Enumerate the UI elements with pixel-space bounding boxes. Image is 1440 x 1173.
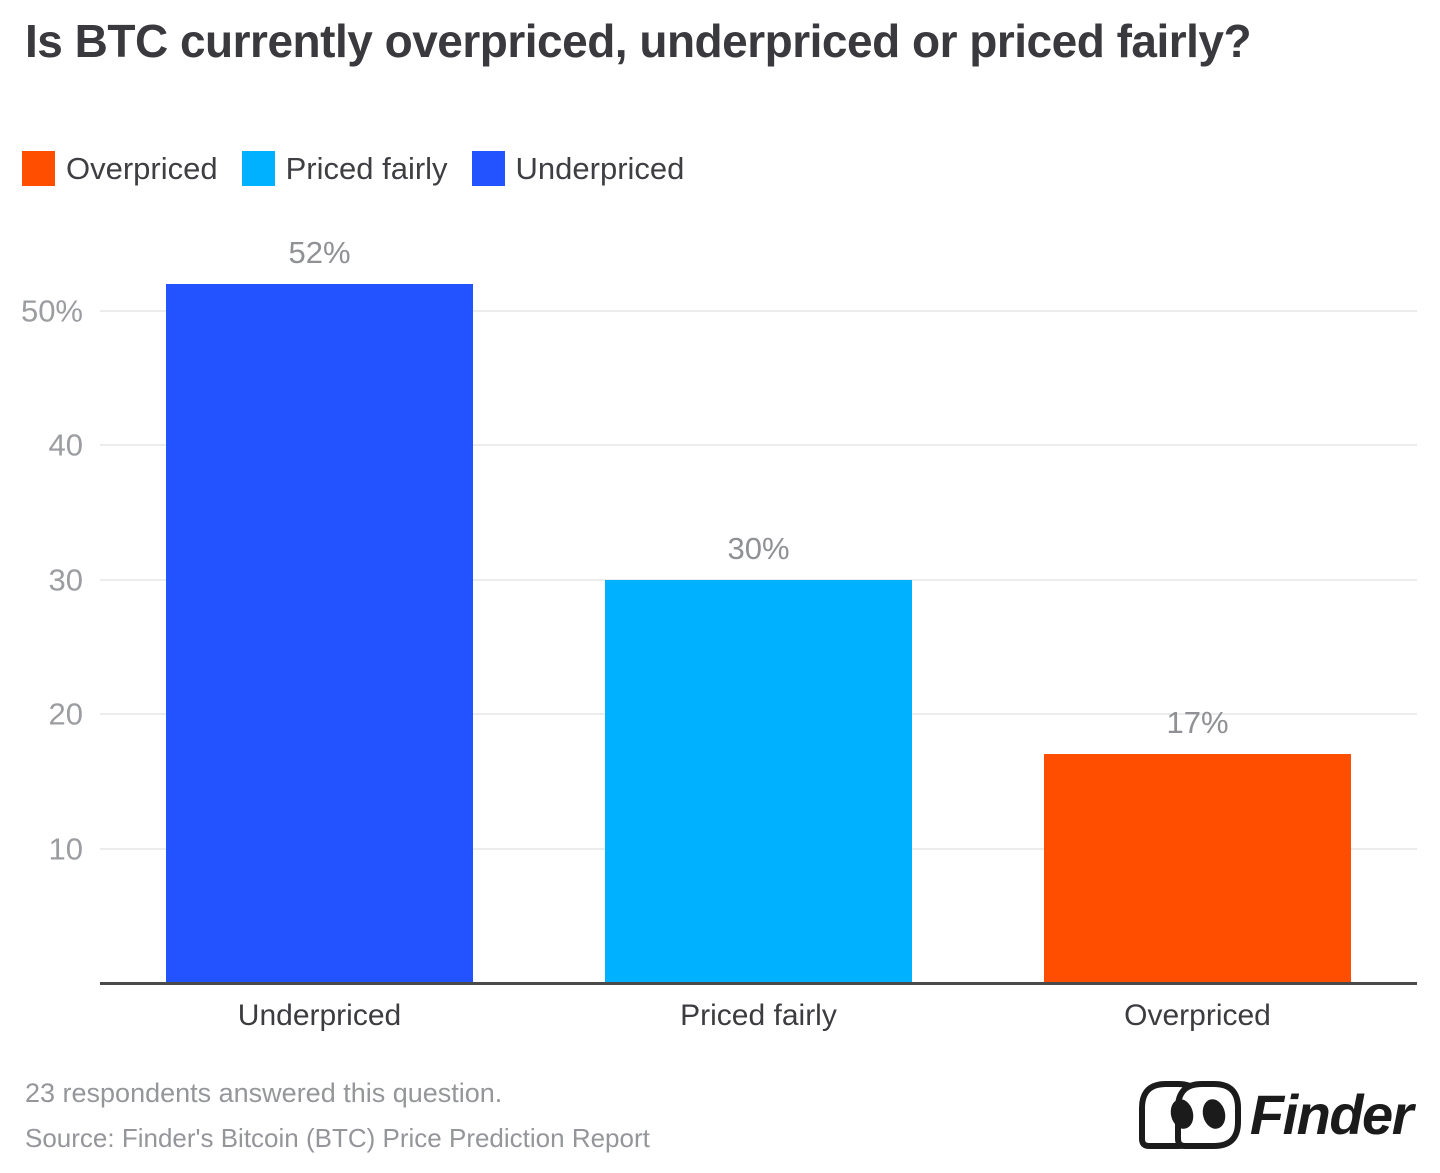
legend-item-priced-fairly: Priced fairly	[241, 151, 448, 186]
finder-logo: Finder	[1138, 1078, 1416, 1152]
legend-swatch	[471, 151, 505, 186]
legend: Overpriced Priced fairly Underpriced	[22, 151, 684, 186]
y-axis-tick-label: 40	[48, 427, 83, 463]
y-axis-tick-label: 30	[48, 562, 83, 598]
x-axis-label: Underpriced	[237, 999, 402, 1032]
bar-value-label: 30%	[727, 530, 790, 566]
chart-title: Is BTC currently overpriced, underpriced…	[25, 15, 1252, 67]
x-axis-line	[100, 982, 1417, 985]
legend-label: Overpriced	[66, 151, 218, 186]
footer-source: Source: Finder's Bitcoin (BTC) Price Pre…	[25, 1123, 650, 1153]
finder-eyes-icon	[1138, 1081, 1241, 1149]
legend-item-underpriced: Underpriced	[471, 151, 685, 186]
y-axis-tick-label: 50%	[20, 293, 83, 329]
bar-value-label: 52%	[288, 234, 351, 270]
legend-label: Priced fairly	[285, 151, 448, 186]
legend-swatch	[241, 151, 275, 186]
grid-line	[100, 309, 1417, 312]
y-axis-tick-label: 10	[48, 831, 83, 867]
bar-value-label: 17%	[1166, 705, 1229, 741]
y-axis-tick-label: 20	[48, 696, 83, 732]
footer: 23 respondents answered this question. S…	[25, 1078, 650, 1154]
grid-line	[100, 444, 1417, 447]
plot-area: 10 20 30 40 50% 52% Underpriced 30% Priced fairl…	[21, 237, 1417, 1031]
bar-underpriced	[166, 283, 473, 983]
legend-swatch	[22, 151, 55, 186]
bar-priced-fairly	[605, 579, 912, 983]
footer-note: 23 respondents answered this question.	[25, 1078, 503, 1108]
bar-overpriced	[1044, 754, 1351, 983]
finder-logo-text: Finder	[1249, 1083, 1414, 1146]
legend-item-overpriced: Overpriced	[22, 151, 218, 186]
x-axis-label: Overpriced	[1124, 999, 1271, 1032]
x-axis-label: Priced fairly	[680, 999, 837, 1032]
legend-label: Underpriced	[515, 151, 685, 186]
